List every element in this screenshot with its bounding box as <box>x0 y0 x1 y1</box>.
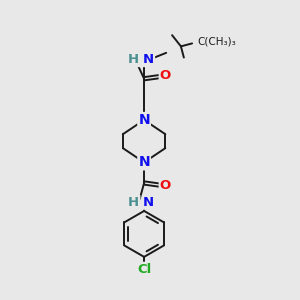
Text: N: N <box>143 53 154 66</box>
Text: Cl: Cl <box>137 263 151 276</box>
Text: C(CH₃)₃: C(CH₃)₃ <box>197 37 236 47</box>
Text: N: N <box>138 113 150 127</box>
Text: N: N <box>138 155 150 170</box>
Text: O: O <box>160 69 171 82</box>
Text: N: N <box>143 196 154 208</box>
Text: H: H <box>128 196 140 208</box>
Text: H: H <box>128 53 140 66</box>
Text: O: O <box>160 179 171 192</box>
